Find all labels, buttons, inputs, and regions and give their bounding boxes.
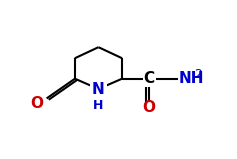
Text: C: C	[144, 71, 155, 86]
FancyBboxPatch shape	[90, 82, 107, 98]
Text: O: O	[143, 100, 156, 115]
Text: NH: NH	[179, 71, 204, 86]
Text: N: N	[92, 82, 105, 97]
Text: H: H	[93, 99, 104, 112]
FancyBboxPatch shape	[143, 71, 156, 87]
Text: 2: 2	[194, 68, 202, 81]
Text: O: O	[31, 96, 44, 111]
